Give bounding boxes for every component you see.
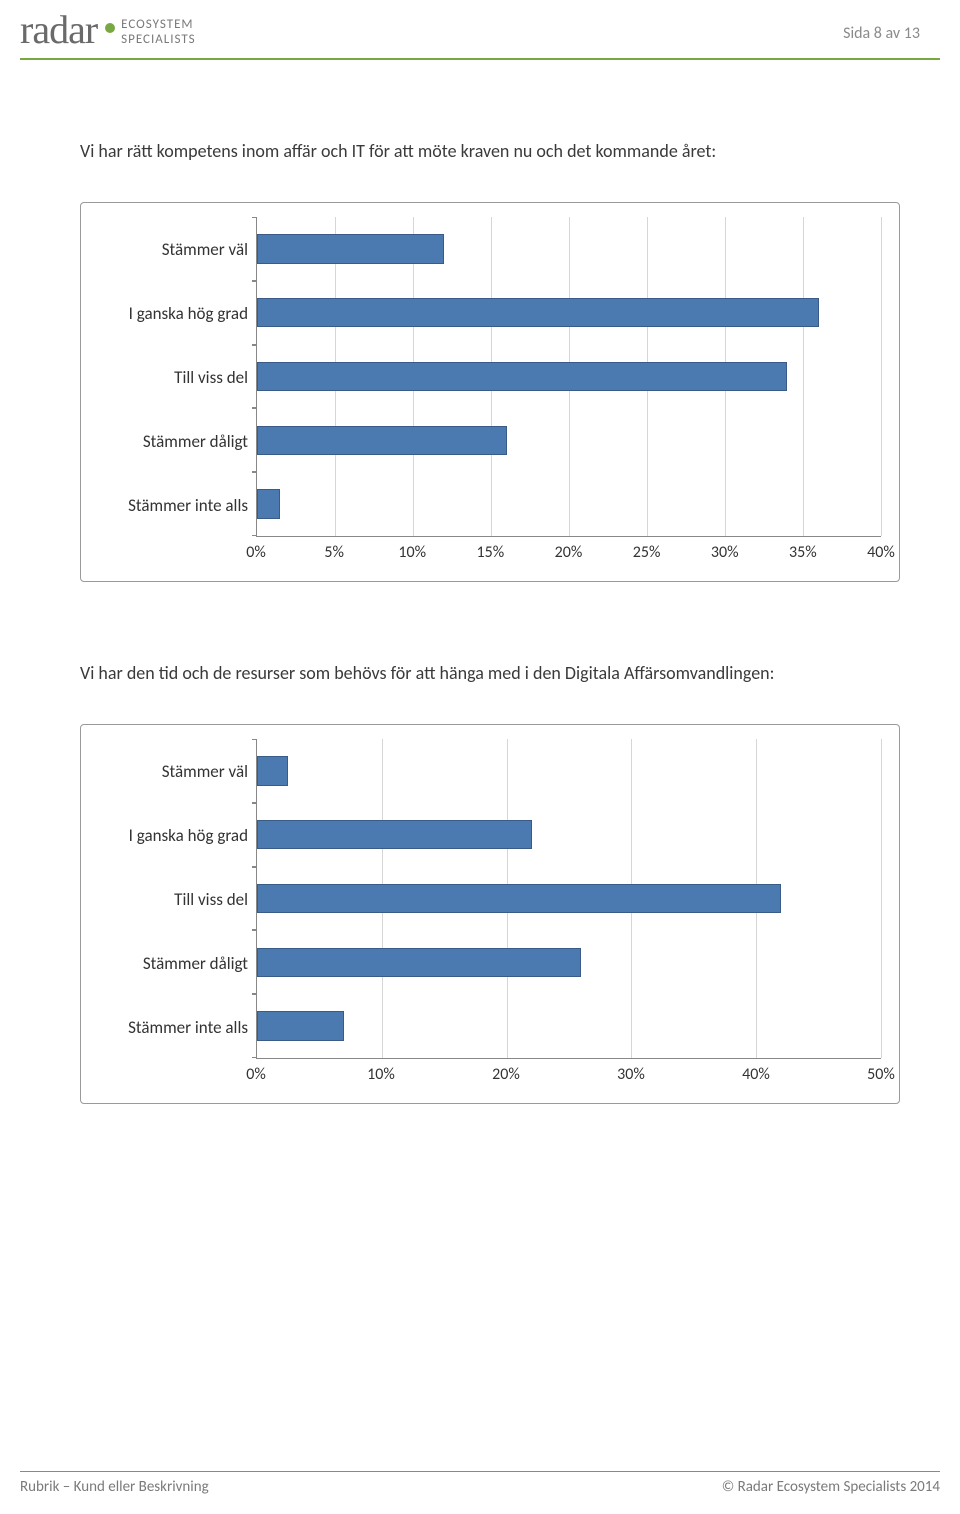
chart1-x-tick: 25% <box>633 543 661 562</box>
chart2: Stämmer välI ganska hög gradTill viss de… <box>80 724 900 1104</box>
chart2-x-tick: 0% <box>246 1065 266 1084</box>
chart1-y-label: Stämmer inte alls <box>91 473 256 537</box>
header-divider <box>20 58 940 60</box>
chart2-bar-row <box>257 803 881 867</box>
chart2-bar-row <box>257 994 881 1058</box>
chart1-y-label: Till viss del <box>91 345 256 409</box>
chart1-x-tick: 35% <box>789 543 817 562</box>
chart1-title: Vi har rätt kompetens inom affär och IT … <box>80 140 900 162</box>
chart1: Stämmer välI ganska hög gradTill viss de… <box>80 202 900 582</box>
chart2-y-label: Stämmer dåligt <box>91 931 256 995</box>
page-content: Vi har rätt kompetens inom affär och IT … <box>80 140 900 1184</box>
chart1-x-tick: 0% <box>246 543 266 562</box>
logo: radar ECOSYSTEM SPECIALISTS <box>20 6 196 53</box>
chart1-plot-area <box>256 217 881 537</box>
chart2-x-axis: 0%10%20%30%40%50% <box>256 1059 881 1089</box>
chart1-bar <box>257 234 444 263</box>
chart1-x-tick: 5% <box>324 543 344 562</box>
chart2-bar-row <box>257 930 881 994</box>
chart1-x-tick: 40% <box>867 543 895 562</box>
footer-left: Rubrik – Kund eller Beskrivning <box>20 1478 209 1496</box>
logo-dot-icon <box>105 23 115 33</box>
logo-sub-1: ECOSYSTEM <box>121 18 195 32</box>
chart2-y-label: Till viss del <box>91 867 256 931</box>
chart1-bar <box>257 489 280 518</box>
chart2-y-label: I ganska hög grad <box>91 803 256 867</box>
chart1-x-tick: 30% <box>711 543 739 562</box>
chart1-x-tick: 10% <box>398 543 426 562</box>
chart2-bar <box>257 1011 344 1040</box>
logo-sub-2: SPECIALISTS <box>121 33 195 47</box>
chart2-x-tick: 20% <box>492 1065 520 1084</box>
chart1-x-axis: 0%5%10%15%20%25%30%35%40% <box>256 537 881 567</box>
footer-right: © Radar Ecosystem Specialists 2014 <box>722 1478 940 1496</box>
chart1-bar <box>257 298 819 327</box>
chart2-x-tick: 30% <box>617 1065 645 1084</box>
chart2-bar <box>257 820 532 849</box>
chart2-y-labels: Stämmer välI ganska hög gradTill viss de… <box>91 739 256 1059</box>
page-number: Sida 8 av 13 <box>843 24 920 43</box>
chart2-bar <box>257 948 581 977</box>
chart1-x-tick: 15% <box>477 543 505 562</box>
page-footer: Rubrik – Kund eller Beskrivning © Radar … <box>20 1471 940 1496</box>
chart2-x-tick: 40% <box>742 1065 770 1084</box>
chart1-gridline <box>881 217 882 536</box>
chart1-y-label: Stämmer dåligt <box>91 409 256 473</box>
chart1-bar <box>257 362 787 391</box>
chart2-y-label: Stämmer väl <box>91 739 256 803</box>
chart1-gridline <box>803 217 804 536</box>
page-header: radar ECOSYSTEM SPECIALISTS Sida 8 av 13 <box>0 0 960 60</box>
chart1-bar <box>257 426 507 455</box>
chart2-bar <box>257 884 781 913</box>
chart1-y-label: I ganska hög grad <box>91 281 256 345</box>
chart2-x-tick: 10% <box>367 1065 395 1084</box>
chart2-y-label: Stämmer inte alls <box>91 995 256 1059</box>
chart1-x-tick: 20% <box>555 543 583 562</box>
chart2-plot-area <box>256 739 881 1059</box>
chart2-gridline <box>881 739 882 1058</box>
chart1-y-label: Stämmer väl <box>91 217 256 281</box>
chart2-x-tick: 50% <box>867 1065 895 1084</box>
chart2-title: Vi har den tid och de resurser som behöv… <box>80 662 900 684</box>
chart2-bar <box>257 756 288 785</box>
logo-text: radar <box>20 6 97 53</box>
chart2-bar-row <box>257 739 881 803</box>
logo-subtitle: ECOSYSTEM SPECIALISTS <box>121 18 195 47</box>
chart1-y-labels: Stämmer välI ganska hög gradTill viss de… <box>91 217 256 537</box>
chart2-bar-row <box>257 867 881 931</box>
